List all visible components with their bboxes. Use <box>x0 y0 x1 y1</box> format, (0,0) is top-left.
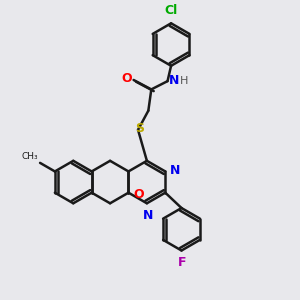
Text: O: O <box>122 72 132 85</box>
Text: Cl: Cl <box>164 4 178 17</box>
Text: H: H <box>180 76 188 86</box>
Text: N: N <box>169 74 179 87</box>
Text: N: N <box>170 164 180 177</box>
Text: F: F <box>178 256 186 269</box>
Text: S: S <box>135 122 144 135</box>
Text: CH₃: CH₃ <box>21 152 38 161</box>
Text: O: O <box>133 188 144 201</box>
Text: N: N <box>143 208 154 222</box>
